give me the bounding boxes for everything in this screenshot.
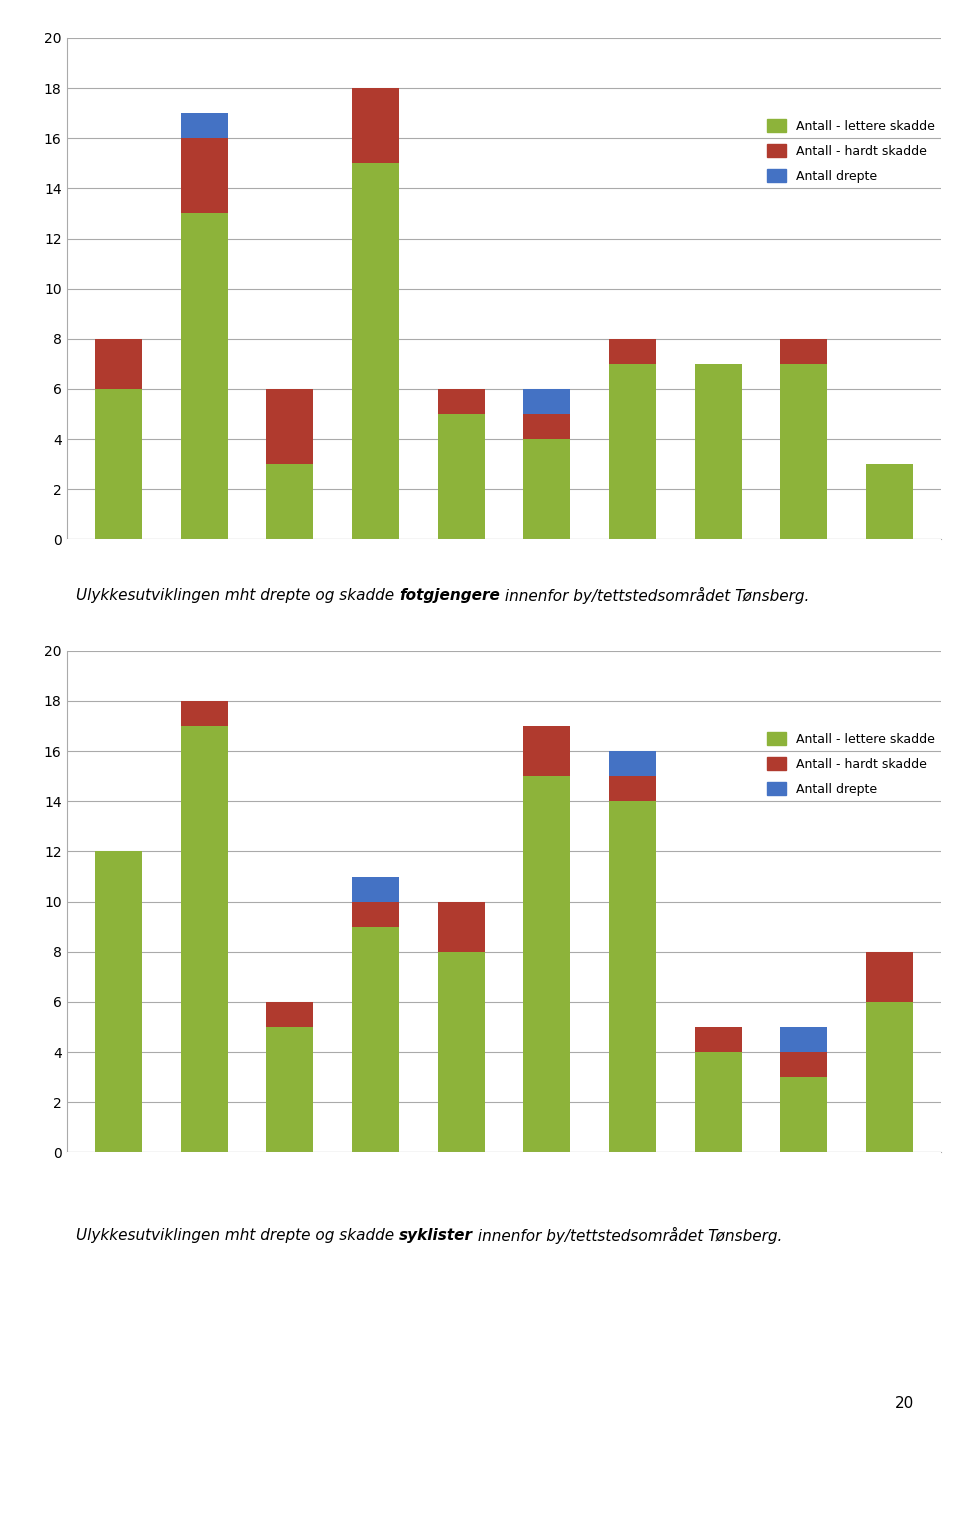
- Bar: [180, 701, 228, 727]
- Text: innenfor by/tettstedsområdet Tønsberg.: innenfor by/tettstedsområdet Tønsberg.: [500, 587, 809, 604]
- Text: syklister: syklister: [399, 1229, 473, 1244]
- Bar: [780, 1027, 828, 1053]
- Bar: [438, 901, 485, 951]
- Bar: [523, 727, 570, 777]
- Bar: [438, 388, 485, 414]
- Text: Ulykkesutviklingen mht drepte og skadde: Ulykkesutviklingen mht drepte og skadde: [76, 587, 399, 602]
- Legend: Antall - lettere skadde, Antall - hardt skadde, Antall drepte: Antall - lettere skadde, Antall - hardt …: [767, 120, 934, 182]
- Bar: [866, 464, 913, 540]
- Bar: [523, 438, 570, 540]
- Bar: [609, 338, 656, 364]
- Bar: [266, 1001, 313, 1027]
- Bar: [438, 951, 485, 1153]
- Bar: [609, 364, 656, 540]
- Bar: [780, 1077, 828, 1153]
- Bar: [438, 414, 485, 540]
- Bar: [266, 464, 313, 540]
- Bar: [352, 927, 399, 1153]
- Bar: [180, 214, 228, 540]
- Bar: [266, 1027, 313, 1153]
- Bar: [352, 88, 399, 164]
- Bar: [266, 388, 313, 464]
- Bar: [609, 751, 656, 777]
- Bar: [866, 1001, 913, 1153]
- Bar: [352, 901, 399, 927]
- Text: 20: 20: [896, 1396, 915, 1411]
- Bar: [95, 851, 142, 1153]
- Bar: [866, 951, 913, 1001]
- Bar: [180, 138, 228, 214]
- Bar: [180, 727, 228, 1153]
- Text: Ulykkesutviklingen mht drepte og skadde: Ulykkesutviklingen mht drepte og skadde: [76, 1229, 399, 1244]
- Bar: [180, 114, 228, 138]
- Bar: [523, 777, 570, 1153]
- Bar: [95, 338, 142, 388]
- Bar: [609, 777, 656, 801]
- Bar: [695, 364, 742, 540]
- Bar: [523, 388, 570, 414]
- Bar: [95, 388, 142, 540]
- Legend: Antall - lettere skadde, Antall - hardt skadde, Antall drepte: Antall - lettere skadde, Antall - hardt …: [767, 733, 934, 796]
- Bar: [523, 414, 570, 438]
- Text: fotgjengere: fotgjengere: [399, 587, 500, 602]
- Bar: [352, 164, 399, 540]
- Bar: [780, 338, 828, 364]
- Text: innenfor by/tettstedsområdet Tønsberg.: innenfor by/tettstedsområdet Tønsberg.: [473, 1227, 782, 1244]
- Bar: [780, 1053, 828, 1077]
- Bar: [780, 364, 828, 540]
- Bar: [352, 877, 399, 901]
- Bar: [695, 1053, 742, 1153]
- Bar: [695, 1027, 742, 1053]
- Bar: [609, 801, 656, 1153]
